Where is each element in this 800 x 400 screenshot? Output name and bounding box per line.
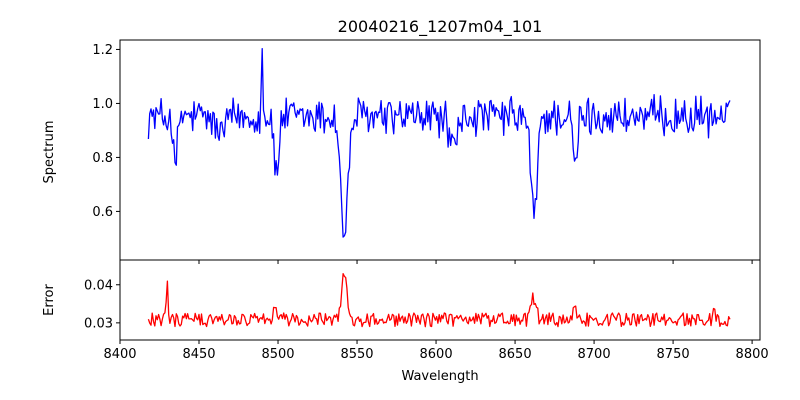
x-tick-label: 8450 — [182, 347, 215, 362]
spectrum-y-axis-label: Spectrum — [42, 121, 57, 184]
y-tick-label: 1.0 — [92, 97, 113, 112]
wavelength-x-axis-label: Wavelength — [401, 369, 478, 384]
error-x-ticks: 8400 8450 8500 8550 8600 8650 8700 8750 8800 — [103, 340, 769, 362]
y-tick-label: 1.2 — [92, 43, 113, 58]
x-tick-label: 8800 — [736, 347, 769, 362]
y-tick-label: 0.8 — [92, 151, 113, 166]
x-tick-label: 8650 — [499, 347, 532, 362]
spectrum-panel: 20040216_1207m04_101 Spectrum 0.6 0.8 1.0 1… — [42, 17, 761, 264]
error-panel: Error Wavelength 0.03 0.04 8400 8450 8500 85… — [42, 259, 769, 384]
x-tick-label: 8600 — [420, 347, 453, 362]
x-tick-label: 8750 — [657, 347, 690, 362]
y-tick-label: 0.03 — [84, 316, 113, 331]
x-tick-label: 8550 — [340, 347, 373, 362]
x-tick-label: 8700 — [578, 347, 611, 362]
spectrum-y-ticks: 0.6 0.8 1.0 1.2 — [92, 43, 120, 220]
x-tick-label: 8400 — [103, 347, 136, 362]
x-tick-label: 8500 — [261, 347, 294, 362]
error-plot-frame — [119, 259, 761, 341]
y-tick-label: 0.6 — [92, 205, 113, 220]
error-series-line — [147, 273, 731, 328]
y-tick-label: 0.04 — [84, 278, 113, 293]
error-y-ticks: 0.03 0.04 — [84, 278, 120, 331]
spectrum-series-line — [147, 48, 731, 238]
error-y-axis-label: Error — [42, 284, 57, 316]
chart-title: 20040216_1207m04_101 — [338, 17, 543, 37]
